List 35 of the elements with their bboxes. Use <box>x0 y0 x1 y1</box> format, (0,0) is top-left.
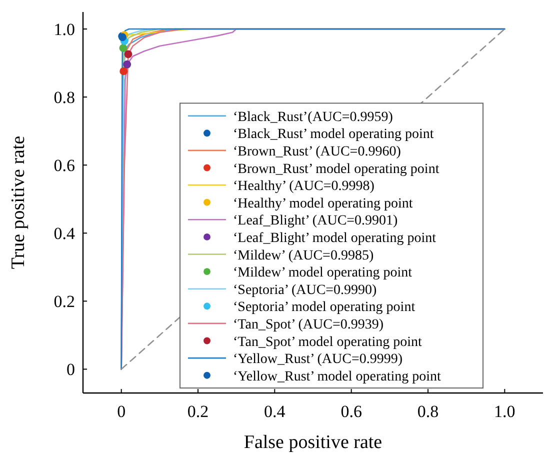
x-tick-label: 0.4 <box>264 402 286 421</box>
x-tick-label: 0.2 <box>187 402 209 421</box>
line-series <box>120 28 506 370</box>
y-tick-label: 0.2 <box>54 292 75 312</box>
x-tick-label: 1.0 <box>494 402 516 421</box>
legend-label: ‘Brown_Rust’ model operating point <box>233 162 440 177</box>
legend-label: ‘Tan_Spot’ (AUC=0.9939) <box>233 317 384 332</box>
legend-label: ‘Leaf_Blight’ model operating point <box>233 230 436 246</box>
legend-label: ‘Leaf_Blight’ (AUC=0.9901) <box>233 214 398 229</box>
x-axis-title: False positive rate <box>244 432 382 453</box>
y-tick-label: 0.6 <box>54 156 75 176</box>
legend-label: ‘Healthy’ (AUC=0.9998) <box>233 179 375 194</box>
y-axis-title: True positive rate <box>8 136 29 270</box>
y-tick-label: 0.4 <box>54 224 76 244</box>
y-tick-label: 0.8 <box>54 88 75 108</box>
legend-label: ‘Yellow_Rust’ model operating point <box>233 369 442 384</box>
x-tick-label: 0 <box>117 402 126 421</box>
legend-label: ‘Mildew’ (AUC=0.9985) <box>233 248 374 264</box>
x-tick-label: 0.6 <box>340 402 362 421</box>
y-tick-label: 0 <box>66 360 75 380</box>
legend-label: ‘Mildew’ model operating point <box>233 266 412 281</box>
x-tick-label: 0.8 <box>417 402 439 421</box>
legend-label: ‘Septoria’ model operating point <box>233 300 416 316</box>
y-tick-label: 1.0 <box>54 20 75 40</box>
legend-label: ‘Healthy’ model operating point <box>233 196 413 212</box>
legend-label: ‘Yellow_Rust’ (AUC=0.9999) <box>233 352 403 368</box>
point <box>123 60 132 68</box>
point <box>119 44 128 52</box>
legend-label: ‘Septoria’ (AUC=0.9990) <box>233 282 378 298</box>
legend-label: ‘Black_Rust’(AUC=0.9959) <box>233 110 394 125</box>
point <box>120 67 128 76</box>
legend-label: ‘Black_Rust’ model operating point <box>233 127 434 142</box>
point <box>124 50 132 58</box>
legend-label: ‘Tan_Spot’ model operating point <box>233 334 422 350</box>
legend-label: ‘Brown_Rust’ (AUC=0.9960) <box>233 144 402 160</box>
